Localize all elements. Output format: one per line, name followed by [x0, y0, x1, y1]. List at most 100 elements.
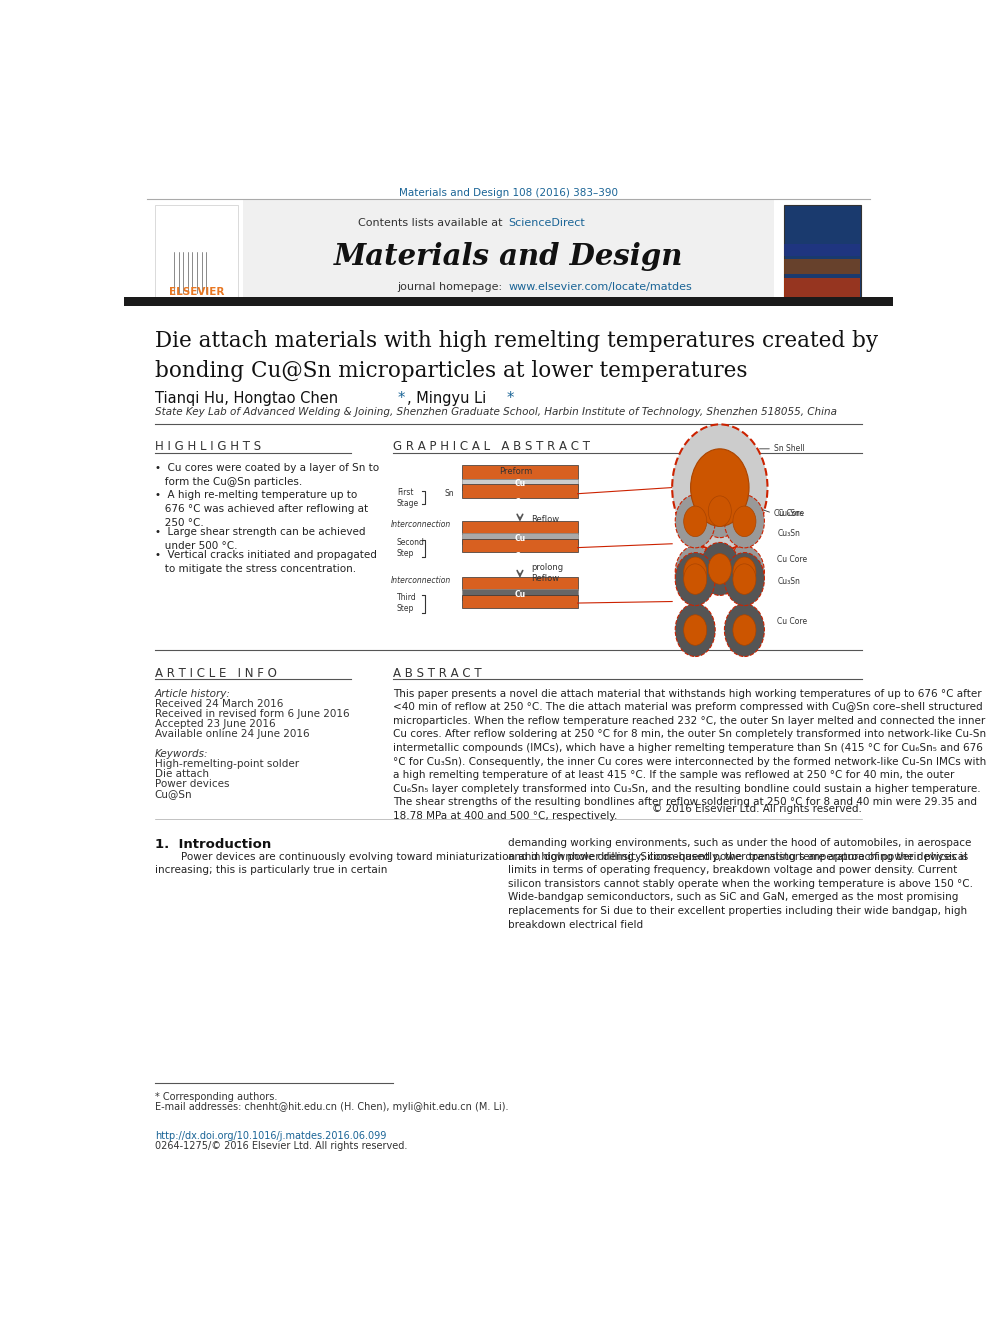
- Text: Cu: Cu: [515, 499, 526, 508]
- Bar: [462, 589, 577, 599]
- Text: Preform: Preform: [499, 467, 533, 476]
- Bar: [243, 200, 774, 306]
- Circle shape: [683, 557, 706, 587]
- Bar: [462, 595, 577, 609]
- Bar: [462, 577, 577, 590]
- Circle shape: [733, 507, 756, 537]
- Bar: [462, 538, 577, 552]
- Text: State Key Lab of Advanced Welding & Joining, Shenzhen Graduate School, Harbin In: State Key Lab of Advanced Welding & Join…: [155, 407, 836, 418]
- Text: www.elsevier.com/locate/matdes: www.elsevier.com/locate/matdes: [509, 282, 692, 292]
- Text: Interconnection: Interconnection: [391, 520, 450, 529]
- Text: http://dx.doi.org/10.1016/j.matdes.2016.06.099: http://dx.doi.org/10.1016/j.matdes.2016.…: [155, 1131, 386, 1142]
- Text: Cu Core: Cu Core: [778, 554, 807, 564]
- Bar: [124, 296, 893, 306]
- Text: Materials and Design 108 (2016) 383–390: Materials and Design 108 (2016) 383–390: [399, 188, 618, 198]
- Text: High-remelting-point solder: High-remelting-point solder: [155, 759, 299, 770]
- Circle shape: [683, 507, 706, 537]
- Text: , Mingyu Li: , Mingyu Li: [407, 392, 491, 406]
- Circle shape: [733, 564, 756, 594]
- Bar: [785, 259, 860, 274]
- Text: Cu₃Sn: Cu₃Sn: [778, 529, 801, 538]
- Text: demanding working environments, such as under the hood of automobiles, in aerosp: demanding working environments, such as …: [509, 837, 973, 930]
- Circle shape: [733, 557, 756, 587]
- Text: Cu: Cu: [515, 590, 526, 599]
- Text: Cu: Cu: [515, 479, 526, 488]
- Circle shape: [708, 496, 731, 527]
- Text: prolong
Reflow: prolong Reflow: [532, 564, 563, 583]
- Text: Received 24 March 2016: Received 24 March 2016: [155, 700, 283, 709]
- Circle shape: [699, 542, 740, 595]
- Text: Cu@Sn: Cu@Sn: [155, 790, 192, 799]
- Bar: [462, 533, 577, 544]
- Text: *: *: [398, 392, 405, 406]
- Circle shape: [724, 603, 765, 656]
- Text: Second
Step: Second Step: [397, 537, 425, 558]
- Bar: [462, 479, 577, 490]
- Text: Cu₆Sn₅: Cu₆Sn₅: [778, 509, 804, 517]
- Circle shape: [699, 484, 740, 537]
- Text: G R A P H I C A L   A B S T R A C T: G R A P H I C A L A B S T R A C T: [393, 439, 590, 452]
- Text: ELSEVIER: ELSEVIER: [169, 287, 224, 296]
- Text: Interconnection: Interconnection: [391, 577, 450, 585]
- Text: Reflow: Reflow: [532, 515, 559, 524]
- Text: A B S T R A C T: A B S T R A C T: [393, 667, 482, 680]
- Text: Third
Step: Third Step: [397, 593, 417, 613]
- Circle shape: [724, 546, 765, 599]
- Bar: [784, 205, 860, 300]
- Circle shape: [676, 495, 715, 548]
- Text: A R T I C L E   I N F O: A R T I C L E I N F O: [155, 667, 277, 680]
- Circle shape: [724, 553, 765, 606]
- Circle shape: [724, 495, 765, 548]
- Text: Materials and Design: Materials and Design: [333, 242, 683, 271]
- Text: Accepted 23 June 2016: Accepted 23 June 2016: [155, 720, 276, 729]
- Circle shape: [733, 615, 756, 646]
- Bar: [785, 278, 860, 300]
- Text: Sn Shell: Sn Shell: [774, 445, 805, 454]
- Circle shape: [708, 553, 731, 585]
- Circle shape: [683, 615, 706, 646]
- Text: ScienceDirect: ScienceDirect: [509, 218, 585, 228]
- Text: © 2016 Elsevier Ltd. All rights reserved.: © 2016 Elsevier Ltd. All rights reserved…: [652, 804, 862, 814]
- Text: Power devices: Power devices: [155, 779, 229, 790]
- Text: This paper presents a novel die attach material that withstands high working tem: This paper presents a novel die attach m…: [393, 688, 986, 820]
- Text: •  Vertical cracks initiated and propagated
   to mitigate the stress concentrat: • Vertical cracks initiated and propagat…: [155, 550, 377, 574]
- Bar: [462, 464, 577, 479]
- Text: Cu: Cu: [515, 534, 526, 542]
- Circle shape: [676, 546, 715, 599]
- Text: Article history:: Article history:: [155, 688, 230, 699]
- Text: Available online 24 June 2016: Available online 24 June 2016: [155, 729, 310, 740]
- Bar: [155, 205, 238, 300]
- Circle shape: [690, 448, 749, 527]
- Bar: [462, 520, 577, 533]
- Text: Power devices are continuously evolving toward miniaturization and high power de: Power devices are continuously evolving …: [155, 852, 968, 876]
- Text: Cu: Cu: [515, 609, 526, 618]
- Bar: [785, 243, 860, 257]
- Text: Tianqi Hu, Hongtao Chen: Tianqi Hu, Hongtao Chen: [155, 392, 342, 406]
- Circle shape: [673, 425, 768, 550]
- Text: Die attach materials with high remelting temperatures created by
bonding Cu@Sn m: Die attach materials with high remelting…: [155, 329, 878, 382]
- Circle shape: [676, 553, 715, 606]
- Text: Cu: Cu: [515, 552, 526, 561]
- Text: Received in revised form 6 June 2016: Received in revised form 6 June 2016: [155, 709, 349, 720]
- Text: * Corresponding authors.: * Corresponding authors.: [155, 1091, 277, 1102]
- Text: •  Large shear strength can be achieved
   under 500 °C.: • Large shear strength can be achieved u…: [155, 527, 365, 550]
- Text: First
Stage: First Stage: [397, 487, 419, 508]
- Text: *: *: [507, 392, 514, 406]
- Text: Sn: Sn: [445, 490, 454, 499]
- Text: journal homepage:: journal homepage:: [398, 282, 506, 292]
- Text: H I G H L I G H T S: H I G H L I G H T S: [155, 439, 261, 452]
- Text: Cu Core: Cu Core: [774, 508, 804, 517]
- Text: •  Cu cores were coated by a layer of Sn to
   form the Cu@Sn particles.: • Cu cores were coated by a layer of Sn …: [155, 463, 379, 487]
- Text: 1.  Introduction: 1. Introduction: [155, 837, 271, 851]
- Text: Keywords:: Keywords:: [155, 749, 208, 758]
- Circle shape: [676, 603, 715, 656]
- Text: Cu₃Sn: Cu₃Sn: [778, 577, 801, 586]
- Text: •  A high re-melting temperature up to
   676 °C was achieved after reflowing at: • A high re-melting temperature up to 67…: [155, 490, 368, 528]
- Circle shape: [683, 564, 706, 594]
- Text: Cu Core: Cu Core: [778, 618, 807, 626]
- Text: Contents lists available at: Contents lists available at: [358, 218, 506, 228]
- Text: Die attach: Die attach: [155, 770, 208, 779]
- Text: E-mail addresses: chenht@hit.edu.cn (H. Chen), myli@hit.edu.cn (M. Li).: E-mail addresses: chenht@hit.edu.cn (H. …: [155, 1102, 508, 1113]
- Text: 0264-1275/© 2016 Elsevier Ltd. All rights reserved.: 0264-1275/© 2016 Elsevier Ltd. All right…: [155, 1142, 407, 1151]
- Bar: [462, 484, 577, 499]
